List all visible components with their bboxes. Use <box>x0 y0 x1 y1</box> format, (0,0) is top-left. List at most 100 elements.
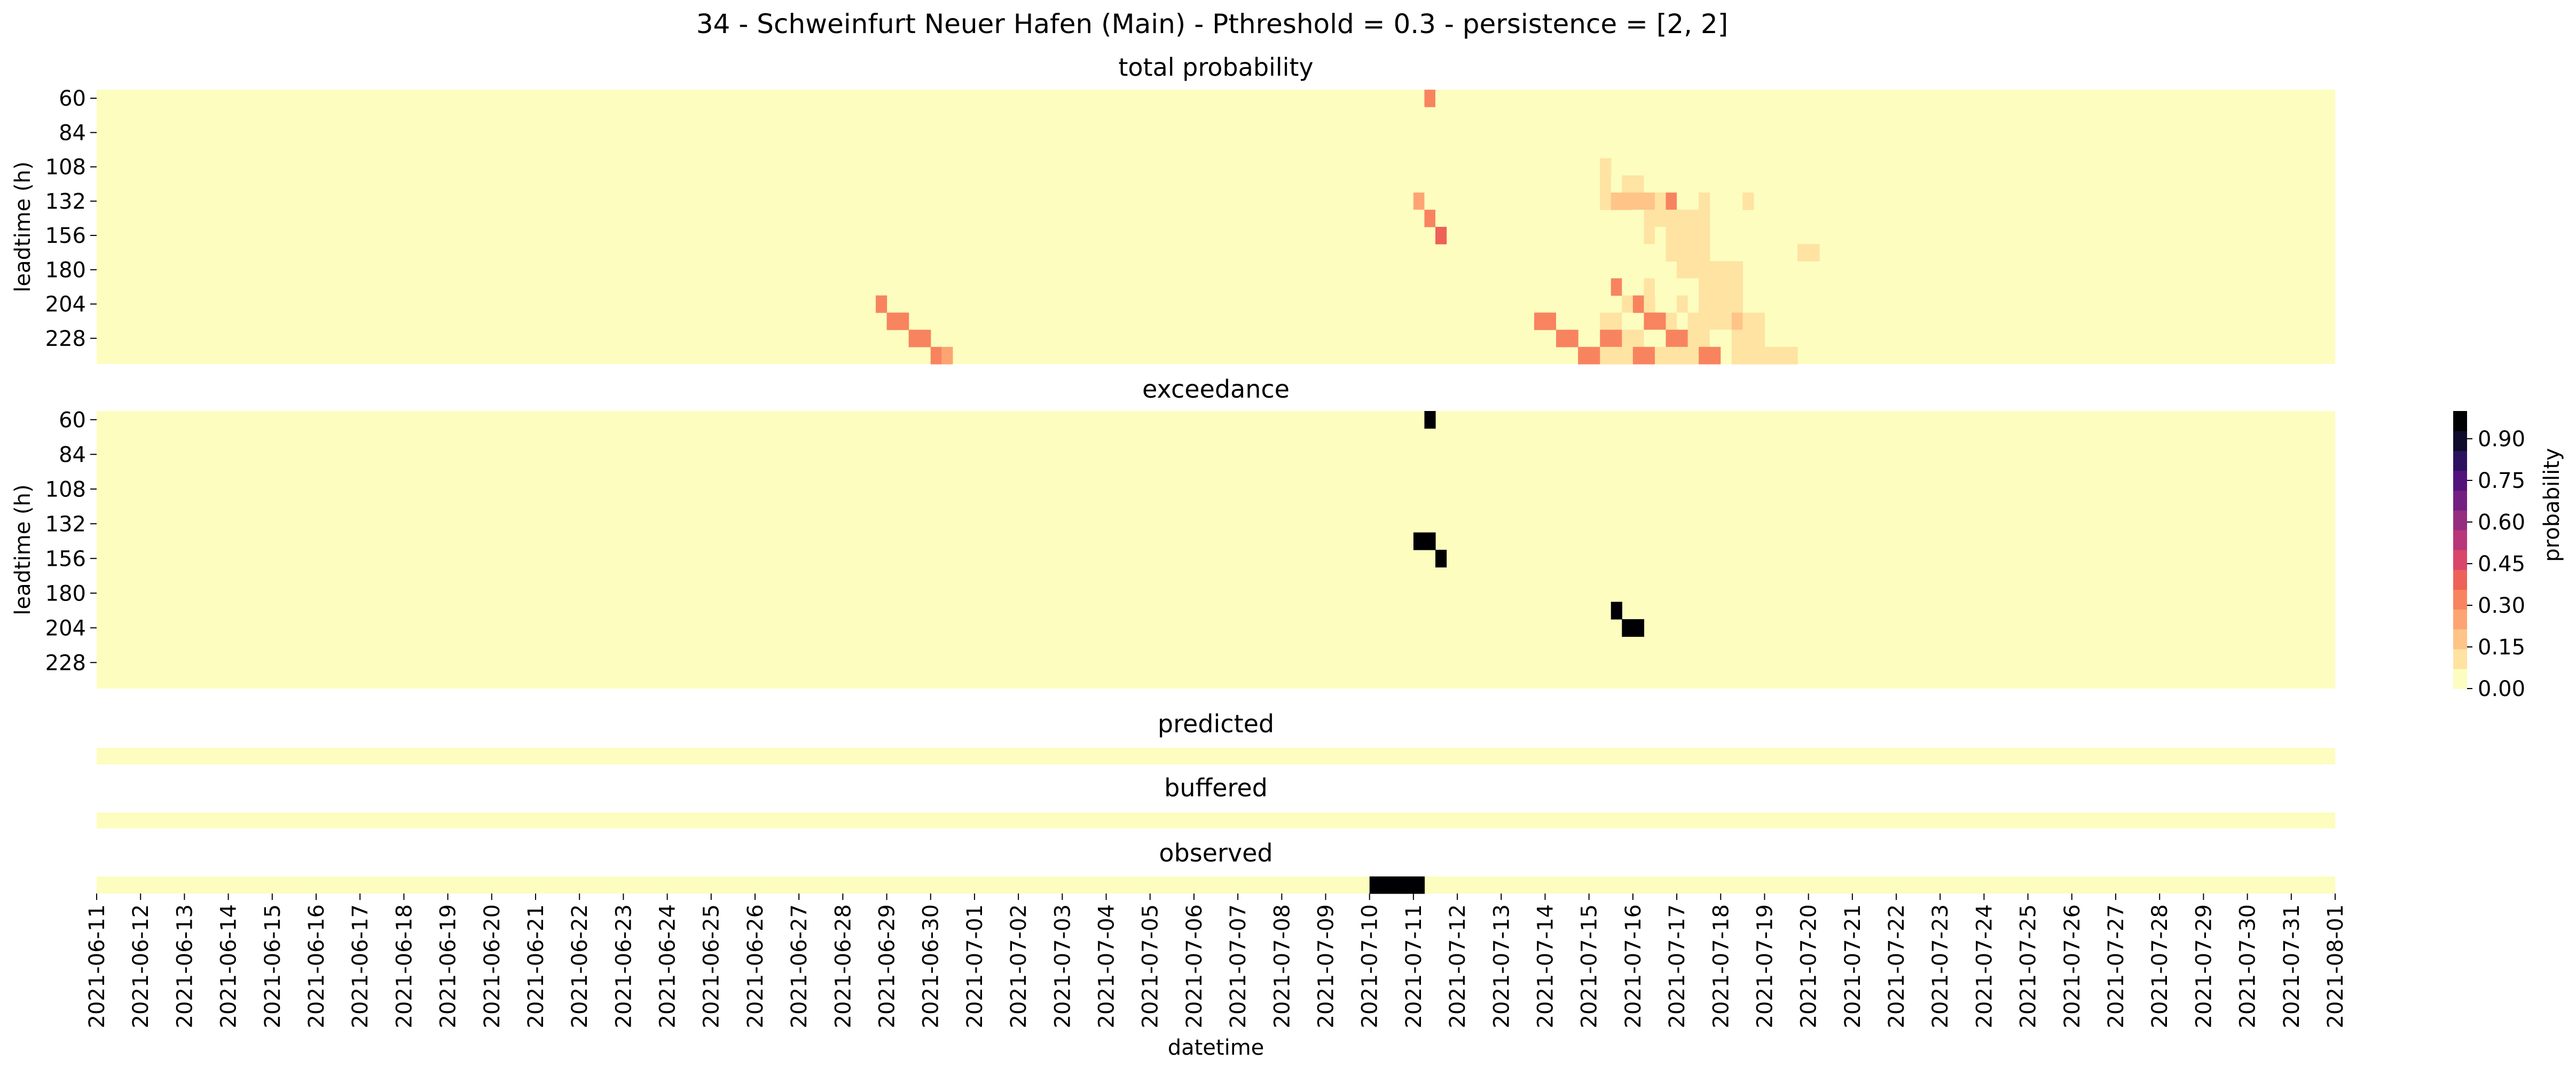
heatmap-cell <box>1687 227 1699 244</box>
x-tick-label: 2021-08-01 <box>2323 904 2348 1028</box>
colorbar-segment <box>2453 609 2467 630</box>
heatmap-cell <box>1699 312 1710 330</box>
heatmap-background <box>97 748 2335 764</box>
heatmap-cell <box>1424 411 1436 429</box>
heatmap-cell <box>1721 261 1732 279</box>
x-tick-label: 2021-07-02 <box>1007 904 1031 1028</box>
heatmap-cell <box>1611 192 1622 210</box>
heatmap-background <box>97 411 2335 689</box>
heatmap-cell <box>1424 90 1436 107</box>
heatmap-cell <box>1742 329 1754 347</box>
x-tick-label: 2021-07-19 <box>1753 904 1777 1028</box>
y-tick-label: 84 <box>59 442 86 467</box>
heatmap-cell <box>1644 278 1655 296</box>
x-tick-label: 2021-07-24 <box>1972 904 1997 1028</box>
colorbar-segment <box>2453 431 2467 451</box>
heatmap-cell <box>1709 261 1721 279</box>
heatmap-cell <box>1731 278 1743 296</box>
x-tick-label: 2021-07-16 <box>1621 904 1646 1028</box>
heatmap-cell <box>1654 312 1667 330</box>
heatmap-cell <box>1786 346 1798 365</box>
colorbar-segment <box>2453 411 2467 431</box>
colorbar-tick-label: 0.15 <box>2478 635 2525 660</box>
heatmap-cell <box>1677 227 1688 244</box>
heatmap-cell <box>1687 278 1699 296</box>
x-tick-label: 2021-06-11 <box>85 904 109 1028</box>
heatmap-panel: observed <box>97 839 2335 894</box>
heatmap-cell <box>1402 876 1414 894</box>
y-tick-label: 60 <box>59 408 86 432</box>
x-tick-label: 2021-06-30 <box>919 904 944 1028</box>
heatmap-background <box>97 812 2335 828</box>
heatmap-cell <box>1413 532 1425 550</box>
heatmap-cell <box>1545 312 1557 330</box>
heatmap-cell <box>1413 175 1425 193</box>
panel-title: observed <box>1159 839 1273 867</box>
colorbar-tick-label: 0.30 <box>2478 594 2525 618</box>
x-tick-label: 2021-07-26 <box>2060 904 2085 1028</box>
colorbar-segment <box>2453 649 2467 669</box>
heatmap-cell <box>1644 209 1655 227</box>
heatmap-cell <box>1654 346 1667 365</box>
colorbar-segment <box>2453 490 2467 511</box>
heatmap-cell <box>1600 346 1612 365</box>
heatmap-cell <box>1644 346 1655 365</box>
heatmap-cell <box>1413 209 1425 227</box>
heatmap-cell <box>1666 244 1677 262</box>
x-tick-label: 2021-06-27 <box>787 904 812 1028</box>
heatmap-cell <box>1677 312 1688 330</box>
heatmap-cell <box>1380 876 1392 894</box>
heatmap-cell <box>1731 261 1743 279</box>
heatmap-cell <box>1666 346 1677 365</box>
heatmap-cell <box>1435 209 1447 227</box>
heatmap-cell <box>1611 278 1622 296</box>
panel-title: buffered <box>1164 773 1268 802</box>
heatmap-cell <box>930 346 942 365</box>
heatmap-cell <box>1666 227 1677 244</box>
x-tick-label: 2021-07-18 <box>1709 904 1733 1028</box>
x-tick-label: 2021-06-13 <box>172 904 197 1028</box>
heatmap-cell <box>1677 329 1688 347</box>
heatmap-cell <box>1622 346 1633 365</box>
colorbar-segment <box>2453 510 2467 531</box>
x-tick-label: 2021-07-07 <box>1226 904 1251 1028</box>
colorbar-segment <box>2453 450 2467 471</box>
x-tick-label: 2021-07-04 <box>1095 904 1119 1028</box>
heatmap-cell <box>1666 175 1677 193</box>
heatmap-cell <box>1622 192 1633 210</box>
heatmap-cell <box>1654 278 1667 296</box>
heatmap-cell <box>1677 261 1688 279</box>
heatmap-cell <box>1731 329 1743 347</box>
x-tick-label: 2021-07-13 <box>1489 904 1514 1028</box>
x-tick-label: 2021-06-23 <box>611 904 636 1028</box>
heatmap-cell <box>1413 876 1425 894</box>
heatmap-cell <box>1776 346 1787 365</box>
y-tick-label: 156 <box>45 224 86 248</box>
heatmap-cell <box>1709 329 1721 347</box>
colorbar-tick-label: 0.45 <box>2478 552 2525 576</box>
heatmap-cell <box>1699 295 1710 313</box>
x-tick-label: 2021-07-03 <box>1050 904 1075 1028</box>
heatmap-cell <box>1622 312 1633 330</box>
heatmap-cell <box>1644 175 1655 193</box>
heatmap-cell <box>1666 312 1677 330</box>
heatmap-cell <box>1654 209 1667 227</box>
heatmap-cell <box>1721 329 1732 347</box>
heatmap-cell <box>1699 346 1710 365</box>
x-tick-label: 2021-07-17 <box>1665 904 1690 1028</box>
heatmap-background <box>97 90 2335 364</box>
heatmap-cell <box>1391 141 1403 159</box>
heatmap-cell <box>1534 312 1546 330</box>
heatmap-panel: predicted <box>97 709 2335 764</box>
x-tick-label: 2021-07-05 <box>1138 904 1163 1028</box>
colorbar-label: probability <box>2540 448 2564 562</box>
heatmap-cell <box>1567 329 1578 347</box>
heatmap-cell <box>1687 346 1699 365</box>
heatmap-cell <box>1391 876 1403 894</box>
y-tick-label: 156 <box>45 547 86 571</box>
heatmap-cell <box>1742 346 1754 365</box>
heatmap-cell <box>1666 295 1677 313</box>
colorbar-segment <box>2453 668 2467 689</box>
heatmap-cell <box>1424 278 1436 296</box>
